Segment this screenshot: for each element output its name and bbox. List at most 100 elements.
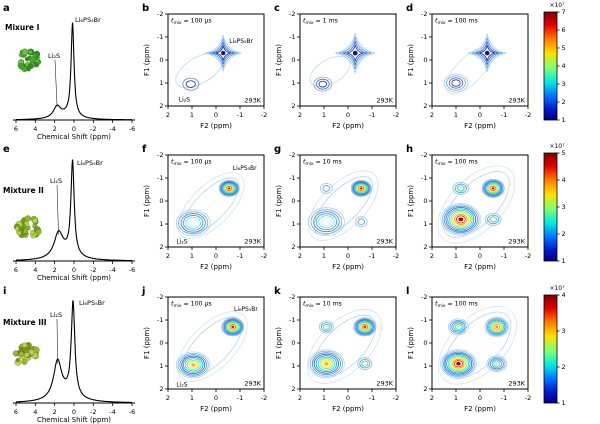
x-tick-label: -2 xyxy=(261,252,267,260)
contour-ring xyxy=(488,319,506,335)
colorbar-tick-label: 1 xyxy=(562,257,566,265)
contour-ring xyxy=(354,216,368,228)
contour-ring xyxy=(352,181,370,196)
mixing-time-label: tmix = 100 µs xyxy=(171,300,212,309)
x-axis-label: F2 (ppm) xyxy=(332,263,364,271)
x-tick-label: -2 xyxy=(90,125,96,133)
x-tick-label: 6 xyxy=(14,408,18,416)
x-tick-label: 2 xyxy=(53,408,57,416)
panel-letter: c xyxy=(274,3,280,14)
x-tick-label: 0 xyxy=(346,111,350,119)
colorbar-scale-label: ×10⁷ xyxy=(549,143,565,150)
plot-frame xyxy=(299,13,397,107)
contour-ring xyxy=(318,80,327,88)
contour-core xyxy=(456,362,461,366)
contour-ring xyxy=(183,357,204,373)
particle xyxy=(21,358,28,365)
contour-ring xyxy=(320,217,332,227)
contour-ring xyxy=(357,185,366,192)
y-tick-label: 1 xyxy=(291,220,295,228)
main-peak-label: Li₆PS₅Br xyxy=(79,299,105,307)
contour-ring xyxy=(321,359,332,368)
temperature-label: 293K xyxy=(508,238,525,246)
colorbar-cell-1: ×10⁷ 7 6 5 4 3 2 1 xyxy=(536,0,600,141)
colorbar-bar xyxy=(543,294,558,404)
x-axis-label: Chemical Shift (ppm) xyxy=(37,274,111,282)
exsy-panel-j: 2 -2 1 -1 0 0 -1 1 -2 2 F2 (ppm) F1 (ppm) j tmix = 10… xyxy=(141,286,267,413)
contour-ring xyxy=(185,80,196,88)
nmr-spectrum-curve xyxy=(16,159,132,262)
x-tick-label: -2 xyxy=(90,408,96,416)
contour-ring xyxy=(488,356,506,371)
y-tick-label: -2 xyxy=(157,151,163,159)
contour-ring xyxy=(487,214,500,225)
colorbar-tick-label: 3 xyxy=(562,327,566,335)
panel-letter: a xyxy=(3,3,10,14)
contour-ring xyxy=(181,355,206,375)
panel-letter: k xyxy=(274,286,281,297)
contour-ring xyxy=(180,213,206,233)
contour-ring xyxy=(453,322,464,332)
x-axis-label: F2 (ppm) xyxy=(332,122,364,130)
contour-core xyxy=(231,325,235,328)
temperature-label: 293K xyxy=(508,380,525,388)
y-tick-label: 0 xyxy=(159,339,163,347)
x-tick-label: 1 xyxy=(322,394,326,402)
x-tick-label: 2 xyxy=(166,252,170,260)
y-axis-label: F1 (ppm) xyxy=(407,185,415,217)
temperature-label: 293K xyxy=(376,380,393,388)
y-tick-label: -2 xyxy=(421,151,427,159)
contour-ring xyxy=(320,182,333,194)
exsy-cell-k: 2 -2 1 -1 0 0 -1 1 -2 2 F2 (ppm) F1 (ppm) k tmix = 10… xyxy=(272,283,404,424)
x-tick-label: -6 xyxy=(129,266,135,274)
contour-ring xyxy=(361,360,369,367)
x-tick-label: 0 xyxy=(72,125,76,133)
y-tick-label: 2 xyxy=(291,243,295,251)
contour-ring xyxy=(313,353,340,374)
contour-ring xyxy=(357,357,373,371)
contour-core xyxy=(458,217,464,222)
particle xyxy=(15,357,20,363)
x-tick-label: 2 xyxy=(166,111,170,119)
contour-ring xyxy=(443,205,478,234)
highlight-dashed-box xyxy=(466,308,523,353)
contour-ring xyxy=(313,211,340,233)
contour-ring xyxy=(188,218,199,227)
contour-ring xyxy=(311,352,341,376)
contour-ring xyxy=(227,322,239,332)
contour-area xyxy=(443,34,507,94)
y-tick-label: 0 xyxy=(291,56,295,64)
contour-ring xyxy=(315,213,338,231)
contour-ring xyxy=(225,185,234,192)
contour-ring xyxy=(183,215,204,231)
particle xyxy=(24,215,31,222)
main-peak-label: Li₆PS₅Br xyxy=(77,159,103,167)
x-tick-label: -2 xyxy=(525,394,531,402)
contour-ring xyxy=(315,78,330,90)
contour-ring xyxy=(452,181,470,195)
plot-frame xyxy=(167,13,265,107)
particle xyxy=(24,352,30,358)
contour-ring xyxy=(488,184,498,192)
contour-ring xyxy=(489,358,504,370)
contour-ring xyxy=(356,184,367,193)
contour-ring xyxy=(219,180,239,196)
contour-ring xyxy=(487,183,499,193)
contour-ring xyxy=(450,211,471,228)
colorbar-tick-label: 5 xyxy=(562,149,566,157)
secondary-peak-label: Li₂S xyxy=(50,311,62,319)
y-tick-label: -1 xyxy=(289,316,295,324)
y-axis-label: F1 (ppm) xyxy=(275,327,283,359)
contour-ring xyxy=(484,180,503,196)
contour-ring xyxy=(485,181,502,195)
contour-area xyxy=(309,33,376,92)
contour-ring xyxy=(481,178,505,198)
colorbar-tick-label: 2 xyxy=(562,230,566,238)
contour-ring xyxy=(448,318,469,336)
contour-core xyxy=(360,187,363,190)
figure-row-2: 6 4 2 0 -2 -4 -6 Chemical Shift (ppm) e Mixture I… xyxy=(0,141,600,283)
y-tick-label: -1 xyxy=(421,316,427,324)
y-tick-label: -1 xyxy=(421,33,427,41)
contour-core xyxy=(363,325,367,328)
